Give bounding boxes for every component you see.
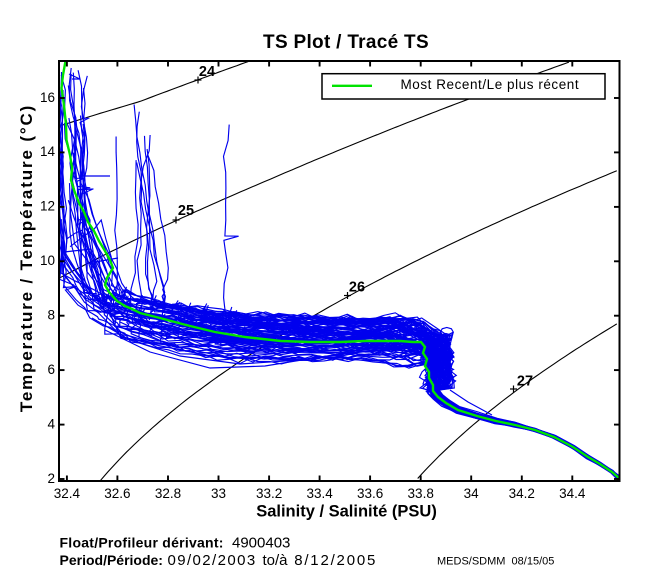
svg-text:26: 26 xyxy=(349,280,365,296)
svg-text:12: 12 xyxy=(40,199,55,214)
svg-text:Salinity / Salinité (PSU): Salinity / Salinité (PSU) xyxy=(256,503,437,521)
svg-text:14: 14 xyxy=(40,144,56,159)
svg-text:34.2: 34.2 xyxy=(509,486,535,501)
svg-text:32.4: 32.4 xyxy=(54,486,81,501)
svg-text:33.6: 33.6 xyxy=(357,486,383,501)
svg-text:2: 2 xyxy=(47,471,55,486)
svg-text:10: 10 xyxy=(40,253,55,268)
svg-text:8: 8 xyxy=(47,308,55,323)
svg-text:33.4: 33.4 xyxy=(306,486,333,501)
svg-text:32.6: 32.6 xyxy=(104,486,130,501)
svg-text:27: 27 xyxy=(517,374,533,390)
svg-text:34.4: 34.4 xyxy=(559,486,586,501)
svg-text:MEDS/SDMM 08/15/05: MEDS/SDMM 08/15/05 xyxy=(437,556,554,568)
svg-text:33.2: 33.2 xyxy=(256,486,282,501)
svg-text:33: 33 xyxy=(211,486,226,501)
svg-text:Float/Profileur dérivant:49004: Float/Profileur dérivant: 4900403 xyxy=(60,535,291,552)
svg-text:32.8: 32.8 xyxy=(155,486,181,501)
svg-text:34: 34 xyxy=(464,486,480,501)
svg-text:Temperature / Température (°C): Temperature / Température (°C) xyxy=(17,104,36,412)
svg-text:TS Plot / Tracé TS: TS Plot / Tracé TS xyxy=(263,32,429,53)
svg-text:4: 4 xyxy=(47,416,55,431)
svg-text:Most Recent/Le plus récent: Most Recent/Le plus récent xyxy=(401,77,580,92)
svg-text:16: 16 xyxy=(40,90,55,105)
svg-text:33.8: 33.8 xyxy=(408,486,434,501)
svg-text:25: 25 xyxy=(178,203,194,219)
svg-text:6: 6 xyxy=(47,362,55,377)
svg-text:24: 24 xyxy=(199,64,215,80)
